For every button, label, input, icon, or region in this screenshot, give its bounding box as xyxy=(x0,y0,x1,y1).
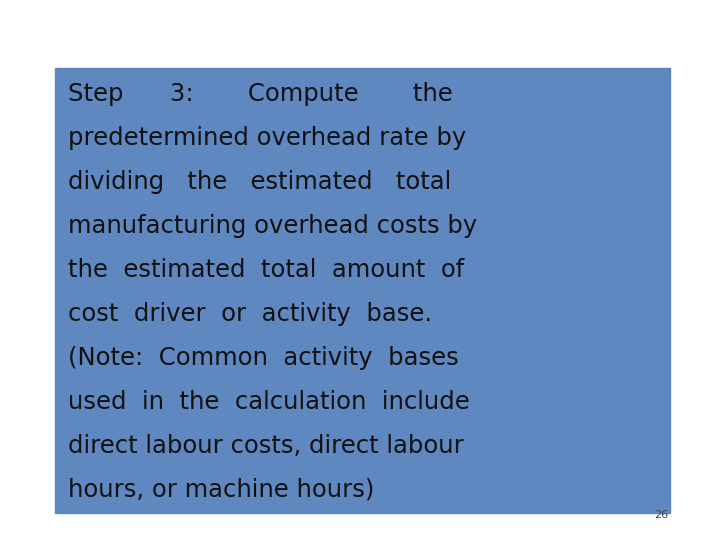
Text: hours, or machine hours): hours, or machine hours) xyxy=(68,478,374,502)
Text: 26: 26 xyxy=(654,510,668,520)
Text: (Note:  Common  activity  bases: (Note: Common activity bases xyxy=(68,346,459,370)
Text: the  estimated  total  amount  of: the estimated total amount of xyxy=(68,258,464,282)
FancyBboxPatch shape xyxy=(55,68,670,513)
Text: direct labour costs, direct labour: direct labour costs, direct labour xyxy=(68,434,464,458)
Text: manufacturing overhead costs by: manufacturing overhead costs by xyxy=(68,214,477,238)
Text: predetermined overhead rate by: predetermined overhead rate by xyxy=(68,126,467,150)
Text: dividing   the   estimated   total: dividing the estimated total xyxy=(68,170,451,194)
Text: used  in  the  calculation  include: used in the calculation include xyxy=(68,390,469,414)
Text: Step      3:       Compute       the: Step 3: Compute the xyxy=(68,82,453,106)
Text: cost  driver  or  activity  base.: cost driver or activity base. xyxy=(68,302,432,326)
